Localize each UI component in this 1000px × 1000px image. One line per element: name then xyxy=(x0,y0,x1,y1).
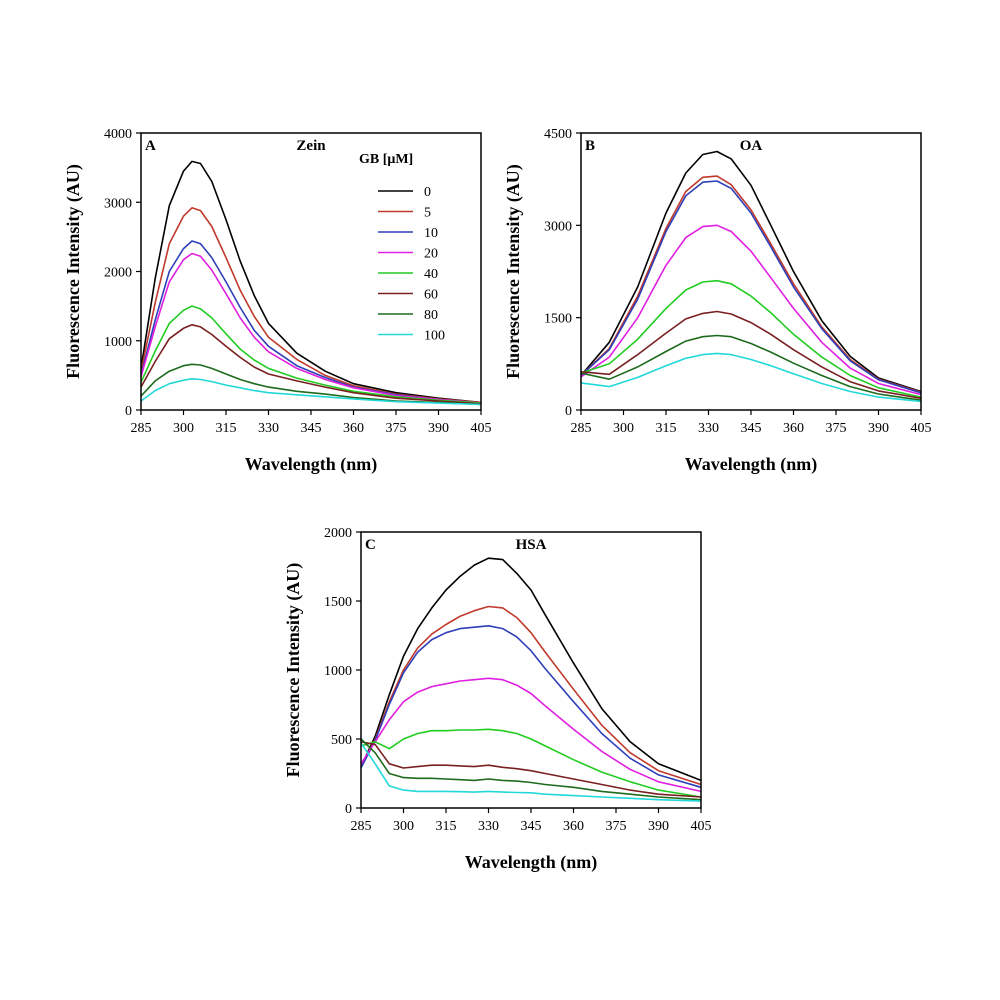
x-tick-label: 345 xyxy=(301,421,322,436)
x-tick-label: 330 xyxy=(698,421,719,436)
series-line-10 xyxy=(360,624,702,789)
y-tick-label: 1000 xyxy=(104,335,132,350)
y-tick-label: 3000 xyxy=(544,219,572,234)
y-tick-label: 500 xyxy=(331,733,352,748)
x-tick-label: 315 xyxy=(436,819,457,834)
x-tick-label: 345 xyxy=(521,819,542,834)
legend-label-5: 5 xyxy=(424,206,431,221)
x-tick-label: 345 xyxy=(741,421,762,436)
series-line-40 xyxy=(360,728,702,798)
y-tick-label: 1000 xyxy=(324,664,352,679)
series-line-40 xyxy=(580,279,922,398)
series-line-100 xyxy=(140,377,482,406)
series-line-20 xyxy=(360,677,702,793)
panel-title: OA xyxy=(740,138,763,154)
series-line-5 xyxy=(360,605,702,786)
legend-label-80: 80 xyxy=(424,308,438,323)
series-line-80 xyxy=(140,363,482,406)
x-axis-title: Wavelength (nm) xyxy=(245,454,378,475)
y-tick-label: 4500 xyxy=(544,127,572,142)
x-tick-label: 360 xyxy=(783,421,804,436)
y-tick-label: 2000 xyxy=(324,526,352,541)
x-tick-label: 285 xyxy=(351,819,372,834)
series-line-10 xyxy=(580,180,922,394)
series-line-5 xyxy=(140,207,482,404)
legend: GB [μM] 0 5 10 20 40 60 80 100 xyxy=(359,152,445,344)
series-line-100 xyxy=(580,352,922,403)
series-line-20 xyxy=(140,252,482,404)
x-tick-label: 375 xyxy=(606,819,627,834)
legend-label-20: 20 xyxy=(424,247,438,262)
panel-title: Zein xyxy=(296,138,326,154)
y-axis-title: Fluorescence Intensity (AU) xyxy=(283,563,304,778)
x-tick-label: 360 xyxy=(563,819,584,834)
series-line-100 xyxy=(360,742,702,802)
series-line-60 xyxy=(580,310,922,400)
legend-title: GB [μM] xyxy=(359,152,413,167)
y-tick-label: 1500 xyxy=(544,312,572,327)
legend-label-0: 0 xyxy=(424,185,431,200)
x-tick-label: 285 xyxy=(131,421,152,436)
x-tick-label: 330 xyxy=(258,421,279,436)
legend-label-60: 60 xyxy=(424,288,438,303)
x-axis-title: Wavelength (nm) xyxy=(465,852,598,873)
legend-label-10: 10 xyxy=(424,226,438,241)
y-tick-label: 1500 xyxy=(324,595,352,610)
series-line-0 xyxy=(140,160,482,404)
panel-title: HSA xyxy=(516,537,547,553)
x-tick-label: 315 xyxy=(656,421,677,436)
y-tick-label: 3000 xyxy=(104,196,132,211)
y-tick-label: 2000 xyxy=(104,266,132,281)
legend-label-40: 40 xyxy=(424,267,438,282)
x-tick-label: 405 xyxy=(691,819,712,834)
y-tick-label: 0 xyxy=(345,802,352,817)
x-tick-label: 315 xyxy=(216,421,237,436)
x-tick-label: 375 xyxy=(386,421,407,436)
y-tick-label: 0 xyxy=(565,404,572,419)
legend-label-100: 100 xyxy=(424,329,445,344)
panel-letter: A xyxy=(145,138,156,154)
x-tick-label: 375 xyxy=(826,421,847,436)
series-line-60 xyxy=(360,741,702,798)
x-tick-label: 390 xyxy=(868,421,889,436)
series-line-60 xyxy=(140,323,482,405)
plot-frame xyxy=(580,132,922,411)
x-tick-label: 405 xyxy=(471,421,492,436)
x-tick-label: 405 xyxy=(911,421,932,436)
x-tick-label: 390 xyxy=(428,421,449,436)
x-tick-label: 360 xyxy=(343,421,364,436)
panel-c-hsa: 285 300 315 330 345 360 375 390 405 0 500 1000 1500 2… xyxy=(283,526,712,873)
series-line-80 xyxy=(360,738,702,801)
panel-letter: B xyxy=(585,138,595,154)
x-tick-label: 390 xyxy=(648,819,669,834)
y-axis-title: Fluorescence Intensity (AU) xyxy=(63,164,84,379)
series-line-20 xyxy=(580,224,922,396)
x-axis-title: Wavelength (nm) xyxy=(685,454,818,475)
panel-letter: C xyxy=(365,537,376,553)
series-line-0 xyxy=(580,150,922,393)
panel-b-oa: 285 300 315 330 345 360 375 390 405 0 1500 3000 4500… xyxy=(503,127,932,475)
x-tick-label: 285 xyxy=(571,421,592,436)
x-tick-label: 300 xyxy=(173,421,194,436)
series-line-80 xyxy=(580,334,922,401)
y-axis-title: Fluorescence Intensity (AU) xyxy=(503,164,524,379)
series-line-40 xyxy=(140,305,482,404)
x-tick-label: 300 xyxy=(613,421,634,436)
x-tick-label: 330 xyxy=(478,819,499,834)
y-tick-label: 4000 xyxy=(104,127,132,142)
series-line-0 xyxy=(360,557,702,782)
series-line-5 xyxy=(580,175,922,393)
y-tick-label: 0 xyxy=(125,404,132,419)
x-tick-label: 300 xyxy=(393,819,414,834)
panel-a-zein: 285 300 315 330 345 360 375 390 4050100020003000… xyxy=(63,127,492,475)
